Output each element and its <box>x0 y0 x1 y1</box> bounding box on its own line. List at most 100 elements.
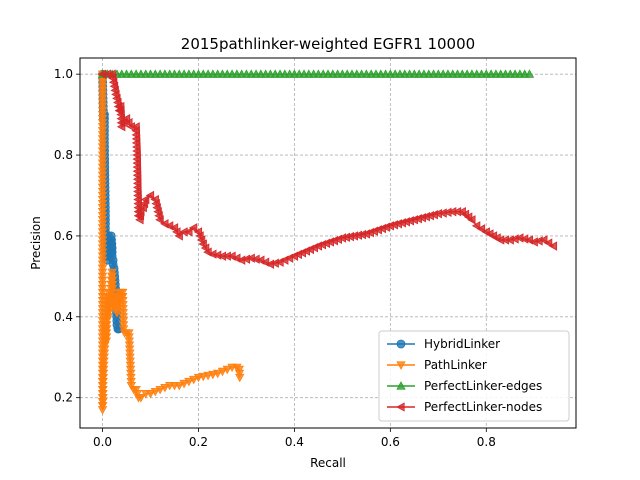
data-point-pathlinker <box>97 111 108 120</box>
data-point-pathlinker <box>126 377 136 387</box>
data-point-pathlinker <box>97 151 108 160</box>
legend-label-perfectlinker-edges: PerfectLinker-edges <box>424 379 542 393</box>
data-point-pathlinker <box>97 98 108 108</box>
data-point-pathlinker <box>145 390 156 399</box>
data-point-pathlinker <box>235 373 245 383</box>
data-point-pathlinker <box>97 276 108 286</box>
data-point-pathlinker <box>97 212 108 221</box>
data-point-pathlinker <box>125 361 136 371</box>
data-point-pathlinker <box>212 369 223 379</box>
data-point-pathlinker <box>118 321 129 330</box>
legend-marker-hybridlinker <box>396 339 406 349</box>
data-point-pathlinker <box>97 115 108 124</box>
x-tick-label: 0.2 <box>189 435 208 449</box>
x-tick-label: 0.6 <box>381 435 400 449</box>
y-tick-label: 0.8 <box>54 148 73 162</box>
data-point-pathlinker <box>136 394 146 403</box>
data-point-pathlinker <box>126 373 136 383</box>
data-point-pathlinker <box>97 127 108 136</box>
legend-marker-perfectlinker-nodes <box>396 402 405 412</box>
data-point-pathlinker <box>184 377 194 387</box>
data-point-pathlinker <box>125 357 135 367</box>
data-point-pathlinker <box>97 86 108 96</box>
y-tick-label: 0.2 <box>54 391 73 405</box>
series-layer <box>97 69 558 415</box>
data-point-pathlinker <box>125 349 135 359</box>
data-point-pathlinker <box>124 329 134 338</box>
y-tick-label: 0.4 <box>54 310 73 324</box>
data-point-pathlinker <box>97 163 108 173</box>
data-point-pathlinker <box>97 220 108 229</box>
data-point-pathlinker <box>97 252 108 261</box>
y-axis-label: Precision <box>29 216 43 270</box>
data-point-pathlinker <box>217 367 228 377</box>
data-point-pathlinker <box>97 183 108 193</box>
data-point-pathlinker <box>97 208 108 217</box>
data-point-perfectlinker-nodes <box>543 238 553 248</box>
data-point-perfectlinker-nodes <box>140 194 150 205</box>
data-point-pathlinker <box>118 288 128 298</box>
data-point-perfectlinker-nodes <box>548 241 558 251</box>
data-point-pathlinker <box>97 199 108 209</box>
data-point-perfectlinker-nodes <box>471 221 481 231</box>
data-point-pathlinker <box>118 325 129 334</box>
data-point-pathlinker <box>97 240 108 249</box>
x-tick-label: 0.4 <box>285 435 304 449</box>
x-axis-label: Recall <box>310 456 346 470</box>
data-point-pathlinker <box>97 256 108 266</box>
legend-label-perfectlinker-nodes: PerfectLinker-nodes <box>424 400 542 414</box>
data-point-perfectlinker-edges <box>524 69 535 78</box>
y-tick-label: 1.0 <box>54 67 73 81</box>
data-point-perfectlinker-nodes <box>539 235 548 245</box>
data-point-pathlinker <box>97 135 108 144</box>
data-point-pathlinker <box>222 365 232 375</box>
data-point-pathlinker <box>97 155 108 164</box>
data-point-pathlinker <box>97 284 108 294</box>
data-point-pathlinker <box>97 236 108 245</box>
data-point-pathlinker <box>234 365 244 375</box>
data-point-perfectlinker-nodes <box>476 224 486 234</box>
data-point-pathlinker <box>234 369 245 379</box>
data-point-pathlinker <box>97 106 108 116</box>
data-point-pathlinker <box>97 131 108 140</box>
data-point-pathlinker <box>97 268 108 278</box>
data-point-pathlinker <box>97 260 108 270</box>
data-point-perfectlinker-nodes <box>174 231 183 241</box>
data-point-pathlinker <box>107 268 117 278</box>
data-point-pathlinker <box>97 167 108 177</box>
data-point-pathlinker <box>97 179 108 189</box>
data-point-pathlinker <box>125 353 135 363</box>
data-point-pathlinker <box>97 159 108 168</box>
data-point-pathlinker <box>150 388 160 397</box>
data-point-pathlinker <box>160 383 170 393</box>
data-point-pathlinker <box>155 385 165 395</box>
data-point-pathlinker <box>108 284 118 294</box>
data-point-pathlinker <box>97 280 108 290</box>
data-point-pathlinker <box>97 143 108 152</box>
legend-box <box>378 330 570 422</box>
data-point-pathlinker <box>174 381 184 391</box>
data-point-pathlinker <box>97 187 108 197</box>
data-point-pathlinker <box>132 390 143 399</box>
data-point-perfectlinker-nodes <box>467 215 476 225</box>
legend-marker-perfectlinker-edges <box>396 381 406 390</box>
data-point-pathlinker <box>97 94 108 104</box>
data-point-pathlinker <box>97 224 108 233</box>
data-point-pathlinker <box>126 381 137 391</box>
data-point-pathlinker <box>97 232 108 241</box>
data-point-pathlinker <box>97 82 108 92</box>
plot-frame <box>79 57 577 429</box>
data-point-pathlinker <box>107 272 117 282</box>
data-point-perfectlinker-nodes <box>188 223 198 233</box>
data-point-perfectlinker-nodes <box>145 190 155 201</box>
data-point-pathlinker <box>118 297 128 306</box>
legend-label-hybridlinker: HybridLinker <box>424 337 500 351</box>
data-point-perfectlinker-nodes <box>155 215 164 225</box>
data-point-pathlinker <box>118 292 128 302</box>
legend-marker-pathlinker <box>396 361 406 370</box>
data-point-pathlinker <box>107 276 118 286</box>
data-point-pathlinker <box>97 248 108 257</box>
data-point-pathlinker <box>118 313 129 322</box>
data-point-pathlinker <box>124 333 134 342</box>
